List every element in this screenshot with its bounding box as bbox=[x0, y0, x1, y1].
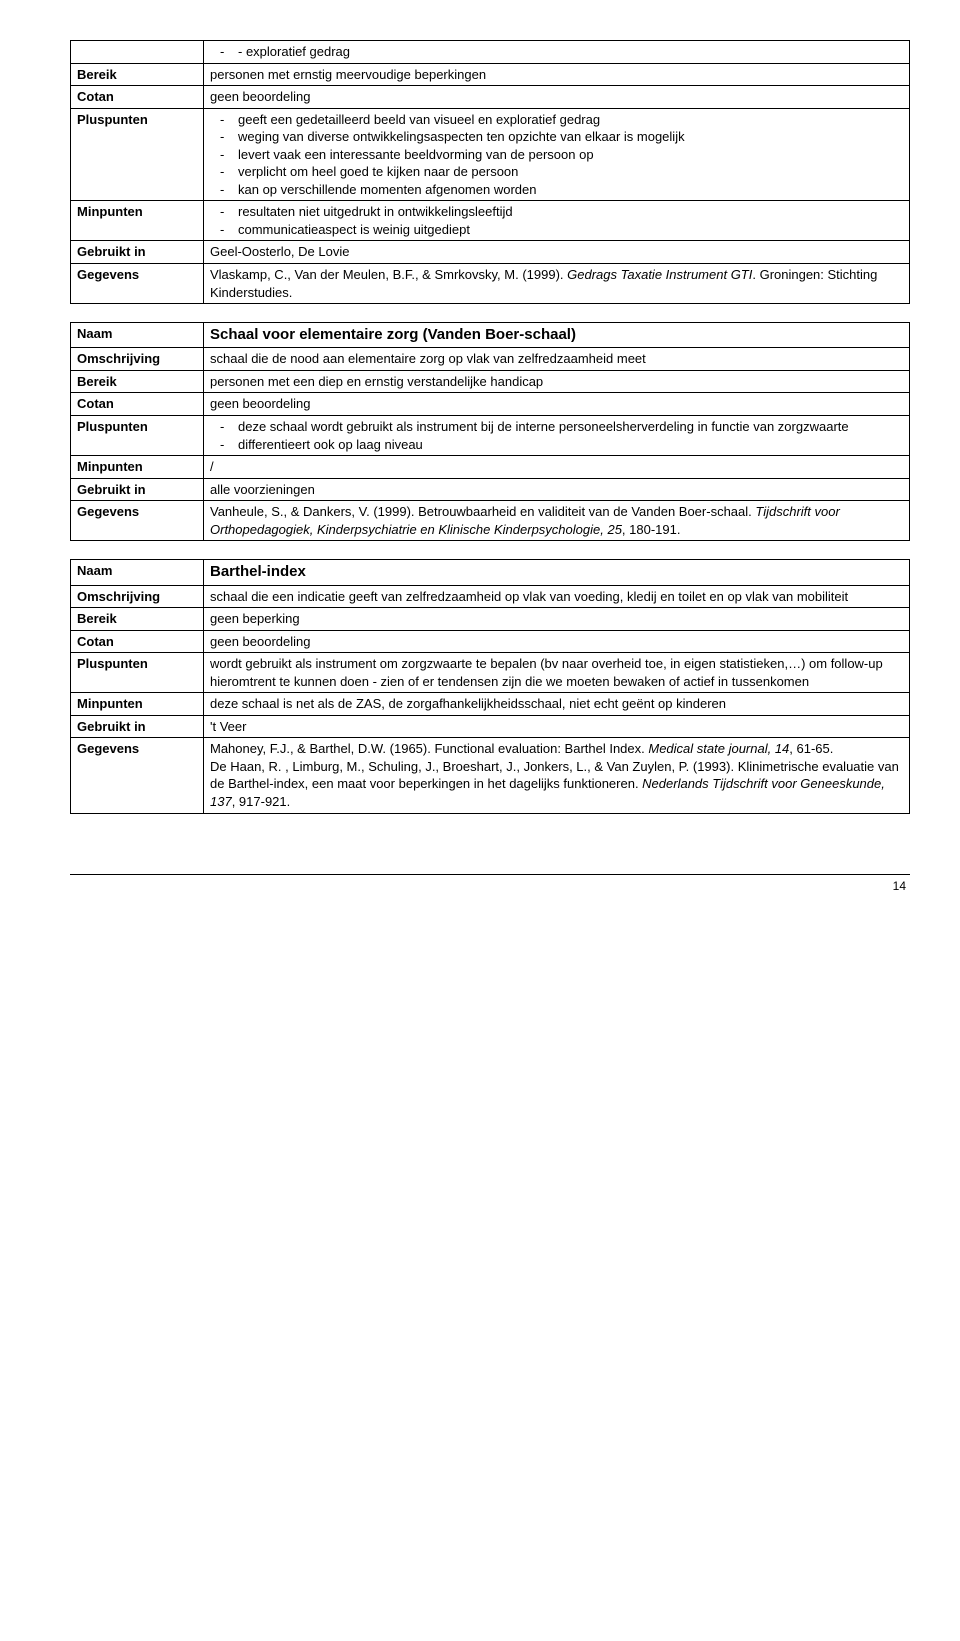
page-footer: 14 bbox=[70, 874, 910, 893]
list-item: communicatieaspect is weinig uitgediept bbox=[210, 221, 903, 239]
table-row: Gegevens Mahoney, F.J., & Barthel, D.W. … bbox=[71, 738, 910, 813]
cell-value: Schaal voor elementaire zorg (Vanden Boe… bbox=[204, 323, 910, 348]
list-item: deze schaal wordt gebruikt als instrumen… bbox=[210, 418, 903, 436]
table-row: Cotan geen beoordeling bbox=[71, 393, 910, 416]
citation-post: , 61-65. bbox=[789, 741, 833, 756]
cell-label: Gebruikt in bbox=[71, 715, 204, 738]
instrument-title: Barthel-index bbox=[210, 563, 306, 580]
table-row: Pluspunten wordt gebruikt als instrument… bbox=[71, 653, 910, 693]
instrument-title: Schaal voor elementaire zorg (Vanden Boe… bbox=[210, 326, 576, 343]
table-row: Minpunten deze schaal is net als de ZAS,… bbox=[71, 693, 910, 716]
table-row: Gegevens Vanheule, S., & Dankers, V. (19… bbox=[71, 501, 910, 541]
cell-value: deze schaal is net als de ZAS, de zorgaf… bbox=[204, 693, 910, 716]
citation-post: , 917-921. bbox=[232, 794, 291, 809]
table-row: Minpunten / bbox=[71, 456, 910, 479]
cell-label: Pluspunten bbox=[71, 653, 204, 693]
cell-value: resultaten niet uitgedrukt in ontwikkeli… bbox=[204, 201, 910, 241]
list-item: - exploratief gedrag bbox=[210, 43, 903, 61]
cell-label: Pluspunten bbox=[71, 108, 204, 201]
table-row: Naam Schaal voor elementaire zorg (Vande… bbox=[71, 323, 910, 348]
table-row: Bereik personen met een diep en ernstig … bbox=[71, 370, 910, 393]
cell-value: Barthel-index bbox=[204, 560, 910, 585]
table-row: Pluspunten deze schaal wordt gebruikt al… bbox=[71, 416, 910, 456]
cell-value: Geel-Oosterlo, De Lovie bbox=[204, 241, 910, 264]
cell-label: Naam bbox=[71, 560, 204, 585]
plus-list-1: geeft een gedetailleerd beeld van visuee… bbox=[210, 111, 903, 199]
cell-label: Cotan bbox=[71, 86, 204, 109]
cell-label: Bereik bbox=[71, 608, 204, 631]
table-row: Gebruikt in 't Veer bbox=[71, 715, 910, 738]
table-row: Pluspunten geeft een gedetailleerd beeld… bbox=[71, 108, 910, 201]
table-row: - exploratief gedrag bbox=[71, 41, 910, 64]
cell-label: Gegevens bbox=[71, 501, 204, 541]
table-row: Naam Barthel-index bbox=[71, 560, 910, 585]
cell-value: deze schaal wordt gebruikt als instrumen… bbox=[204, 416, 910, 456]
list-item: geeft een gedetailleerd beeld van visuee… bbox=[210, 111, 903, 129]
cell-label: Minpunten bbox=[71, 456, 204, 479]
cell-label: Omschrijving bbox=[71, 585, 204, 608]
cell-value: Mahoney, F.J., & Barthel, D.W. (1965). F… bbox=[204, 738, 910, 813]
cell-value: Vlaskamp, C., Van der Meulen, B.F., & Sm… bbox=[204, 264, 910, 304]
table-1: - exploratief gedrag Bereik personen met… bbox=[70, 40, 910, 304]
cell-value: 't Veer bbox=[204, 715, 910, 738]
cell-label: Naam bbox=[71, 323, 204, 348]
cell-value: alle voorzieningen bbox=[204, 478, 910, 501]
cell-label: Cotan bbox=[71, 630, 204, 653]
cell-label: Bereik bbox=[71, 63, 204, 86]
citation-title: Gedrags Taxatie Instrument GTI bbox=[567, 267, 752, 282]
cell-value: geeft een gedetailleerd beeld van visuee… bbox=[204, 108, 910, 201]
cell-value: - exploratief gedrag bbox=[204, 41, 910, 64]
cell-value: Vanheule, S., & Dankers, V. (1999). Betr… bbox=[204, 501, 910, 541]
cell-label: Cotan bbox=[71, 393, 204, 416]
table-row: Cotan geen beoordeling bbox=[71, 630, 910, 653]
cell-value: schaal die de nood aan elementaire zorg … bbox=[204, 348, 910, 371]
table-row: Gegevens Vlaskamp, C., Van der Meulen, B… bbox=[71, 264, 910, 304]
cell-value: schaal die een indicatie geeft van zelfr… bbox=[204, 585, 910, 608]
citation-pre: Vanheule, S., & Dankers, V. (1999). Betr… bbox=[210, 504, 755, 519]
page-number: 14 bbox=[893, 879, 906, 893]
cell-value: personen met een diep en ernstig verstan… bbox=[204, 370, 910, 393]
cell-label: Bereik bbox=[71, 370, 204, 393]
citation-pre: Vlaskamp, C., Van der Meulen, B.F., & Sm… bbox=[210, 267, 567, 282]
list-item: verplicht om heel goed te kijken naar de… bbox=[210, 163, 903, 181]
table-row: Minpunten resultaten niet uitgedrukt in … bbox=[71, 201, 910, 241]
list-item: kan op verschillende momenten afgenomen … bbox=[210, 181, 903, 199]
list-item: differentieert ook op laag niveau bbox=[210, 436, 903, 454]
cell-value: geen beoordeling bbox=[204, 86, 910, 109]
cell-label: Minpunten bbox=[71, 693, 204, 716]
cell-label: Gebruikt in bbox=[71, 241, 204, 264]
cell-value: personen met ernstig meervoudige beperki… bbox=[204, 63, 910, 86]
citation-post: , 180-191. bbox=[622, 522, 681, 537]
table-row: Gebruikt in Geel-Oosterlo, De Lovie bbox=[71, 241, 910, 264]
table-row: Cotan geen beoordeling bbox=[71, 86, 910, 109]
cell-value: / bbox=[204, 456, 910, 479]
table-row: Bereik geen beperking bbox=[71, 608, 910, 631]
table-row: Gebruikt in alle voorzieningen bbox=[71, 478, 910, 501]
cell-value: wordt gebruikt als instrument om zorgzwa… bbox=[204, 653, 910, 693]
cell-label: Gegevens bbox=[71, 264, 204, 304]
list-item: levert vaak een interessante beeldvormin… bbox=[210, 146, 903, 164]
list-item: weging van diverse ontwikkelingsaspecten… bbox=[210, 128, 903, 146]
cell-empty bbox=[71, 41, 204, 64]
table-row: Omschrijving schaal die de nood aan elem… bbox=[71, 348, 910, 371]
citation-title: Medical state journal, 14 bbox=[648, 741, 789, 756]
cell-value: geen beperking bbox=[204, 608, 910, 631]
table-2: Naam Schaal voor elementaire zorg (Vande… bbox=[70, 322, 910, 541]
list-item: resultaten niet uitgedrukt in ontwikkeli… bbox=[210, 203, 903, 221]
table-row: Bereik personen met ernstig meervoudige … bbox=[71, 63, 910, 86]
cell-label: Minpunten bbox=[71, 201, 204, 241]
cell-label: Pluspunten bbox=[71, 416, 204, 456]
citation-pre: Mahoney, F.J., & Barthel, D.W. (1965). F… bbox=[210, 741, 648, 756]
cell-label: Gebruikt in bbox=[71, 478, 204, 501]
cell-value: geen beoordeling bbox=[204, 630, 910, 653]
plus-list-2: deze schaal wordt gebruikt als instrumen… bbox=[210, 418, 903, 453]
table-row: Omschrijving schaal die een indicatie ge… bbox=[71, 585, 910, 608]
cell-value: geen beoordeling bbox=[204, 393, 910, 416]
cell-label: Gegevens bbox=[71, 738, 204, 813]
table-3: Naam Barthel-index Omschrijving schaal d… bbox=[70, 559, 910, 813]
min-list-1: resultaten niet uitgedrukt in ontwikkeli… bbox=[210, 203, 903, 238]
cell-label: Omschrijving bbox=[71, 348, 204, 371]
